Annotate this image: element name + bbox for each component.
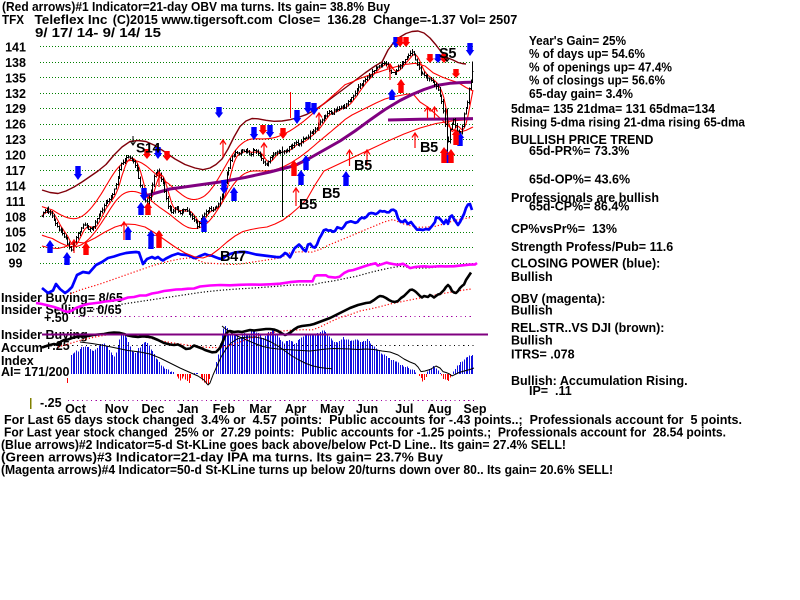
svg-text:Aug: Aug [427, 402, 451, 416]
svg-text:Professionals are bullish: Professionals are bullish [511, 191, 659, 205]
svg-text:65d-OP%= 43.6%: 65d-OP%= 43.6% [529, 173, 630, 187]
svg-text:B5: B5 [322, 186, 340, 202]
svg-text:(Red arrows)#1 Indicator=21-da: (Red arrows)#1 Indicator=21-day OBV ma t… [2, 0, 390, 14]
svg-text:Insider Buying= 8/65: Insider Buying= 8/65 [1, 291, 123, 305]
svg-text:Jan: Jan [177, 402, 199, 416]
svg-text:CP%vsPr%= 13%: CP%vsPr%= 13% [511, 222, 617, 236]
svg-text:% of days up= 54.6%: % of days up= 54.6% [529, 47, 645, 61]
svg-text:65d-CP%= 86.4%: 65d-CP%= 86.4% [529, 200, 629, 214]
svg-text:(Magenta arrows)#4 Indicator=5: (Magenta arrows)#4 Indicator=50-d St-KLi… [1, 463, 613, 477]
svg-text:IP= .11: IP= .11 [529, 384, 572, 398]
svg-text:111: 111 [6, 195, 26, 209]
svg-text:Bullish: Accumulation Rising.: Bullish: Accumulation Rising. [511, 374, 688, 388]
svg-text:Bullish: Bullish [511, 304, 553, 318]
svg-text:% of openings up= 47.4%: % of openings up= 47.4% [529, 61, 672, 75]
svg-text:Bullish: Bullish [511, 270, 553, 284]
svg-text:(Blue arrows)#2 Indicator=5-d: (Blue arrows)#2 Indicator=5-d St-KLine g… [1, 438, 566, 452]
svg-text:Accum: Accum [1, 341, 43, 355]
svg-text:135: 135 [5, 71, 26, 85]
svg-text:S5: S5 [439, 46, 456, 62]
svg-text:Rising 5-dma rising 21-dma ris: Rising 5-dma rising 21-dma rising 65-dma [511, 116, 746, 130]
svg-text:For Last year stock changed 2: For Last year stock changed 25% or 27.29… [4, 426, 726, 440]
svg-text:TFX: TFX [2, 13, 25, 27]
svg-text:132: 132 [5, 87, 26, 101]
svg-text:B5: B5 [299, 197, 317, 213]
svg-text:CLOSING POWER (blue):: CLOSING POWER (blue): [511, 257, 660, 271]
svg-text:5dma= 135 21dma= 131 65dma=134: 5dma= 135 21dma= 131 65dma=134 [511, 102, 715, 116]
svg-text:114: 114 [5, 179, 25, 193]
svg-text:Jun: Jun [356, 402, 378, 416]
svg-text:Year's Gain= 25%: Year's Gain= 25% [529, 34, 626, 48]
svg-text:126: 126 [5, 118, 26, 132]
svg-text:Close= 136.28 Change=-1.37 V: Close= 136.28 Change=-1.37 Vol= 2507 [278, 13, 517, 27]
svg-text:141: 141 [5, 41, 26, 55]
svg-text:ITRS= .078: ITRS= .078 [511, 348, 575, 362]
svg-text:65d-PR%= 73.3%: 65d-PR%= 73.3% [529, 144, 629, 158]
svg-text:REL.STR..VS DJI (brown):: REL.STR..VS DJI (brown): [511, 321, 664, 335]
svg-text:123: 123 [5, 133, 26, 147]
svg-text:For Last 65 days stock changed: For Last 65 days stock changed 3.4% or 4… [4, 413, 742, 427]
svg-text:120: 120 [5, 149, 26, 163]
svg-text:(C)2015 www.tigersoft.com: (C)2015 www.tigersoft.com [113, 13, 273, 27]
svg-text:% of closings up= 56.6%: % of closings up= 56.6% [529, 74, 665, 88]
svg-text:Teleflex Inc: Teleflex Inc [35, 13, 108, 27]
svg-text:Feb: Feb [213, 402, 236, 416]
svg-text:Sep: Sep [464, 402, 487, 416]
svg-text:108: 108 [5, 210, 26, 224]
svg-text:102: 102 [5, 241, 26, 255]
svg-text:9/ 17/ 14- 9/ 14/ 15: 9/ 17/ 14- 9/ 14/ 15 [35, 26, 161, 40]
svg-text:Jul: Jul [395, 402, 413, 416]
svg-text:Strength Profess/Pub= 11.6: Strength Profess/Pub= 11.6 [511, 240, 673, 254]
svg-text:(Green arrows)#3 Indicator=21-: (Green arrows)#3 Indicator=21-day IPA ma… [1, 451, 443, 465]
svg-text:May: May [320, 402, 344, 416]
svg-text:Index: Index [1, 354, 34, 368]
svg-text:105: 105 [5, 226, 26, 240]
svg-text:+.50: +.50 [44, 311, 69, 325]
svg-text:138: 138 [5, 56, 26, 70]
svg-text:B5: B5 [420, 140, 438, 156]
svg-text:B5: B5 [354, 158, 372, 174]
svg-text:-.25: -.25 [40, 396, 62, 410]
svg-text:S14: S14 [136, 140, 161, 156]
svg-text:99: 99 [9, 257, 23, 271]
svg-text:Dec: Dec [142, 402, 165, 416]
svg-text:Apr: Apr [285, 402, 307, 416]
svg-text:Mar: Mar [249, 402, 271, 416]
svg-text:BULLISH PRICE TREND: BULLISH PRICE TREND [511, 133, 653, 147]
svg-text:Oct: Oct [65, 402, 87, 416]
svg-text:117: 117 [5, 164, 25, 178]
svg-text:OBV (magenta):: OBV (magenta): [511, 292, 605, 306]
svg-text:129: 129 [5, 102, 26, 116]
svg-text:Nov: Nov [105, 402, 129, 416]
svg-text:B47: B47 [220, 249, 246, 265]
svg-text:AI= 171/200: AI= 171/200 [1, 365, 70, 379]
svg-text:Bullish: Bullish [511, 334, 553, 348]
svg-text:65-day gain= 3.4%: 65-day gain= 3.4% [529, 87, 633, 101]
